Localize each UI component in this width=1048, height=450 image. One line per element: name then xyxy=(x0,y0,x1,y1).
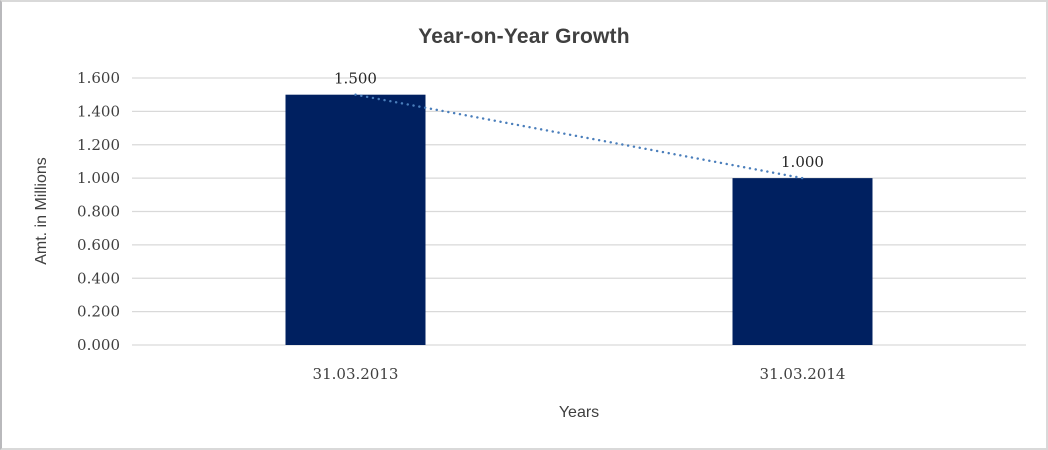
x-axis-title: Years xyxy=(558,404,600,421)
x-tick-label: 31.03.2014 xyxy=(760,365,846,383)
trendline[interactable] xyxy=(354,93,804,180)
y-tick-label: 0.000 xyxy=(77,336,120,354)
y-tick-label: 0.800 xyxy=(77,203,120,221)
y-tick-label: 0.200 xyxy=(77,303,120,321)
y-tick-label: 1.000 xyxy=(77,169,120,187)
bar-31.03.2014[interactable] xyxy=(732,178,873,345)
chart-title: Year-on-Year Growth xyxy=(418,25,630,48)
y-tick-label: 1.200 xyxy=(77,136,120,154)
bar-31.03.2013[interactable] xyxy=(285,94,426,345)
y-tick-label: 0.400 xyxy=(77,269,120,287)
x-tick-label: 31.03.2013 xyxy=(313,365,399,383)
y-tick-label: 1.400 xyxy=(77,102,120,120)
y-tick-label: 0.600 xyxy=(77,236,120,254)
data-label: 1.000 xyxy=(781,153,824,171)
data-label: 1.500 xyxy=(334,70,377,88)
y-tick-label: 1.600 xyxy=(77,69,120,87)
